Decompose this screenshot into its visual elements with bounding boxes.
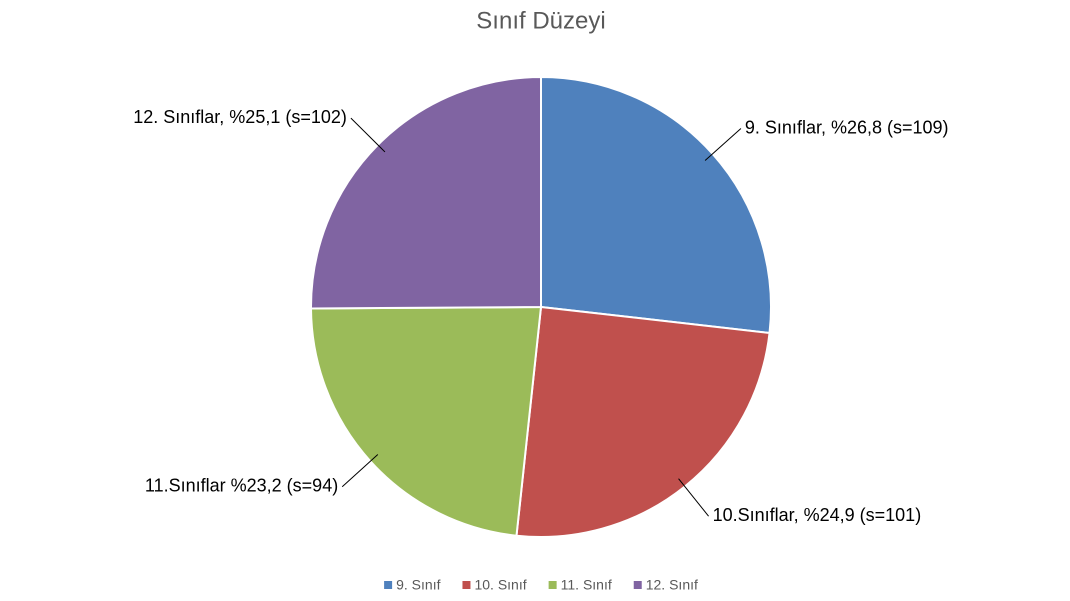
legend-swatch [462,581,471,589]
leader-line [350,117,386,153]
legend-label: 10. Sınıf [474,577,526,593]
data-label: 12. Sınıflar, %25,1 (s=102) [133,107,347,127]
leader-line [678,478,709,517]
pie-slice [515,305,771,538]
legend-swatch [633,581,642,589]
legend-label: 9. Sınıf [396,577,440,593]
pie-slice [540,75,772,335]
data-label: 10.Sınıflar, %24,9 (s=101) [713,505,922,525]
legend: 9. Sınıf 10. Sınıf 11. Sınıf 12. Sınıf [384,577,698,593]
legend-label: 11. Sınıf [561,577,612,593]
legend-swatch [384,581,393,589]
data-label: 11.Sınıflar %23,2 (s=94) [145,475,338,495]
legend-swatch [548,581,557,589]
legend-label: 12. Sınıf [646,577,698,593]
leader-line [704,128,742,161]
chart-title: Sınıf Düzeyi [476,7,605,34]
leader-line [341,454,379,488]
data-label: 9. Sınıflar, %26,8 (s=109) [745,117,949,137]
pie-slice [309,305,543,537]
